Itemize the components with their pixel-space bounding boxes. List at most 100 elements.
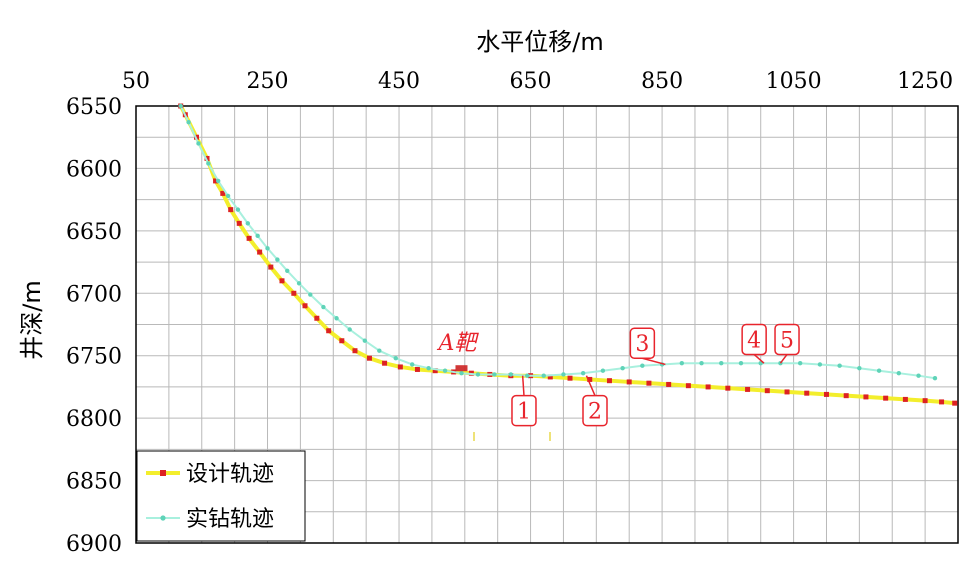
y-tick-label: 6850 (66, 470, 122, 495)
design-point (246, 235, 252, 241)
actual-point (196, 141, 201, 146)
actual-point (334, 316, 339, 321)
x-tick-label: 1050 (766, 69, 822, 94)
actual-point (459, 370, 464, 376)
x-tick-label: 850 (641, 69, 683, 94)
actual-point (296, 281, 302, 286)
design-point (291, 290, 297, 296)
design-point (784, 389, 790, 395)
design-point (764, 388, 770, 394)
actual-point (932, 375, 938, 381)
actual-point (245, 221, 250, 226)
callout-box (774, 323, 800, 356)
legend-item-design: 设计轨迹 (146, 462, 274, 487)
callout-1: 1 (511, 375, 537, 427)
actual-point (285, 268, 290, 274)
design-point (952, 400, 958, 406)
actual-point (679, 361, 685, 366)
actual-point (426, 366, 431, 371)
x-tick-label: 250 (247, 69, 289, 94)
callout-4: 4 (741, 323, 767, 364)
annotation-layer: A靶 1 2 3 4 5 (437, 323, 800, 441)
y-tick-label: 6550 (66, 95, 122, 120)
actual-point (393, 356, 398, 361)
actual-point (492, 372, 497, 377)
callout-box (582, 394, 608, 427)
callout-3: 3 (629, 327, 666, 366)
callout-label: 2 (588, 400, 602, 425)
callout-box (629, 327, 656, 359)
actual-point (541, 373, 546, 378)
actual-point (699, 361, 704, 366)
design-point (823, 391, 829, 397)
y-tick-labels: 6550 6600 6650 6700 6750 6800 6850 6900 (66, 95, 122, 557)
actual-point (409, 362, 415, 367)
actual-point (321, 304, 326, 310)
design-point (397, 364, 403, 370)
actual-point (738, 361, 744, 366)
actual-point (362, 338, 368, 343)
design-point (432, 368, 438, 374)
actual-point (275, 257, 280, 262)
design-point (745, 386, 751, 392)
actual-point (817, 362, 823, 367)
actual-point (620, 366, 625, 371)
design-point (685, 383, 691, 389)
callout-box (741, 323, 767, 356)
actual-point (896, 370, 902, 376)
actual-point (719, 361, 724, 366)
actual-point (206, 161, 211, 166)
callout-leader (521, 375, 525, 396)
design-point (268, 264, 274, 270)
y-tick-label: 6600 (66, 157, 122, 182)
actual-point (640, 363, 645, 368)
design-point (606, 378, 612, 384)
design-point (204, 155, 210, 161)
legend-swatch-marker (160, 515, 166, 521)
design-point (843, 393, 849, 399)
actual-point (580, 370, 586, 376)
design-point (414, 366, 420, 372)
x-tick-label: 1250 (897, 69, 953, 94)
grid (136, 106, 958, 543)
actual-point (837, 363, 842, 368)
callout-label: 4 (747, 328, 761, 353)
design-point (705, 384, 711, 390)
legend-swatch-marker (160, 470, 166, 476)
series-actual (178, 103, 938, 381)
actual-point (442, 368, 448, 373)
design-point (922, 398, 928, 404)
x-axis-title: 水平位移/m (476, 28, 603, 56)
design-point (302, 303, 308, 309)
actual-point (308, 292, 313, 297)
design-point (220, 190, 226, 196)
actual-point (265, 246, 270, 251)
design-point (646, 380, 652, 386)
design-point (352, 348, 358, 354)
callout-label: 5 (780, 328, 794, 353)
design-point (547, 374, 553, 380)
actual-point (178, 103, 183, 109)
design-point (804, 390, 810, 396)
actual-point (475, 372, 481, 377)
design-point (314, 315, 320, 321)
design-trajectory-line (178, 105, 955, 406)
callout-leader (753, 353, 765, 364)
x-tick-label: 650 (510, 69, 552, 94)
actual-point (255, 233, 260, 239)
x-tick-label: 450 (378, 69, 420, 94)
x-tick-label: 50 (122, 69, 150, 94)
actual-point (876, 368, 882, 373)
actual-trajectory-line (179, 105, 936, 380)
legend-item-actual: 实钻轨迹 (146, 507, 274, 532)
design-point (939, 399, 945, 405)
design-point (902, 396, 908, 402)
y-tick-label: 6900 (66, 532, 122, 557)
actual-point (561, 372, 566, 377)
design-point (883, 395, 889, 401)
actual-point (225, 193, 231, 199)
design-point (228, 207, 234, 213)
callout-leader (642, 357, 666, 366)
design-point (725, 385, 731, 391)
